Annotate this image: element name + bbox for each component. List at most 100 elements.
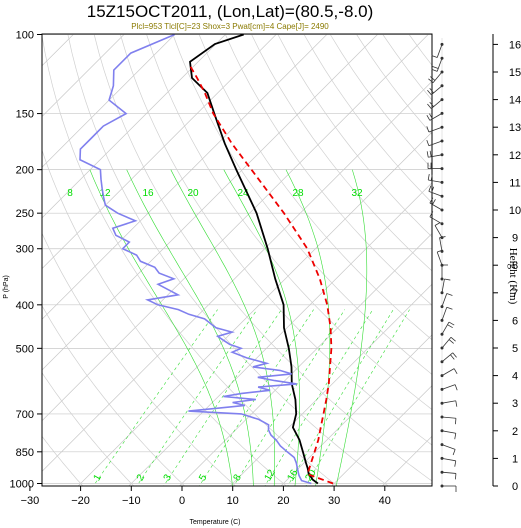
height-tick-label: 8 bbox=[512, 260, 518, 272]
moist-adiabat bbox=[89, 169, 233, 486]
wind-barb-flag bbox=[446, 293, 453, 296]
moist-adiabat-label: 20 bbox=[187, 188, 199, 199]
wind-barb-flag bbox=[432, 66, 439, 69]
wind-barb-flag bbox=[450, 336, 456, 342]
isotherm-line bbox=[42, 34, 125, 117]
dewpoint-profile-line bbox=[79, 34, 312, 485]
wind-barb-flag bbox=[431, 55, 438, 58]
wind-barb-staff bbox=[429, 202, 443, 211]
wind-barb-staff bbox=[428, 154, 443, 158]
mixing-ratio-line bbox=[305, 309, 410, 486]
dry-adiabat bbox=[42, 232, 237, 486]
wind-barb-flag bbox=[431, 186, 435, 193]
wind-barb-flag bbox=[426, 126, 430, 133]
wind-barb-flag bbox=[431, 68, 438, 72]
x-tick-label: 30 bbox=[328, 495, 340, 507]
wind-barb-staff bbox=[429, 216, 443, 225]
moist-adiabat bbox=[126, 169, 254, 486]
moist-adiabat-label: 28 bbox=[292, 188, 304, 199]
wind-barb-staff bbox=[441, 278, 445, 293]
wind-barb-flag bbox=[454, 384, 458, 391]
mixing-ratio-line bbox=[93, 309, 218, 486]
temperature-profile-line bbox=[189, 34, 319, 485]
plot-area bbox=[42, 34, 432, 486]
isotherm-line bbox=[331, 385, 432, 486]
wind-barb-staff bbox=[429, 113, 443, 121]
dry-adiabat bbox=[42, 435, 84, 486]
wind-barb-staff bbox=[441, 400, 456, 404]
wind-barb-flag bbox=[429, 150, 432, 157]
wind-barb-flag bbox=[450, 354, 455, 360]
wind-barb-flag bbox=[428, 78, 434, 84]
wind-barb-flag bbox=[448, 339, 454, 344]
wind-barb-flag bbox=[426, 151, 429, 158]
wind-barb-flag bbox=[455, 418, 457, 425]
x-tick-label: 10 bbox=[227, 495, 239, 507]
wind-barb-staff bbox=[431, 85, 443, 96]
height-tick-label: 16 bbox=[509, 39, 521, 51]
wind-barb-flag bbox=[448, 321, 455, 326]
mixing-ratio-line bbox=[264, 309, 374, 486]
height-tick-label: 7 bbox=[512, 288, 518, 300]
wind-barb-flag bbox=[432, 199, 436, 205]
moist-adiabat-label: 8 bbox=[67, 188, 73, 199]
wind-barb-staff bbox=[436, 44, 443, 58]
isotherm-line bbox=[179, 233, 432, 486]
dry-adiabat bbox=[42, 149, 287, 486]
mixing-ratio-line bbox=[287, 309, 394, 486]
chart-subtitle: Plcl=953 Tlcl[C]=23 Shox=3 Pwat[cm]=4 Ca… bbox=[131, 22, 329, 31]
wind-barb-staff bbox=[441, 416, 456, 419]
mixing-ratio-low-label: 3 bbox=[162, 472, 175, 483]
isotherm-line bbox=[280, 334, 432, 486]
dry-adiabat bbox=[198, 34, 432, 341]
y-tick-label: 400 bbox=[16, 300, 34, 312]
height-tick-label: 2 bbox=[512, 426, 518, 438]
wind-barb-flag bbox=[429, 197, 434, 204]
height-tick-label: 10 bbox=[509, 205, 521, 217]
wind-barb-flag bbox=[426, 140, 430, 146]
wind-barb-staff bbox=[439, 237, 443, 252]
x-tick-label: −10 bbox=[122, 495, 141, 507]
wind-barb-staff bbox=[441, 444, 456, 450]
mixing-ratio-low-label: 1 bbox=[92, 472, 105, 483]
y-tick-label: 1000 bbox=[10, 479, 34, 491]
dry-adiabat bbox=[42, 34, 338, 486]
moist-adiabat-label: 16 bbox=[142, 188, 154, 199]
wind-barb-staff bbox=[428, 179, 443, 183]
wind-barb-staff bbox=[434, 225, 443, 238]
isotherm-line bbox=[42, 80, 432, 472]
y-tick-label: 500 bbox=[16, 343, 34, 355]
x-tick-label: 0 bbox=[179, 495, 185, 507]
isotherm-line bbox=[42, 34, 379, 371]
wind-barb-staff bbox=[441, 458, 456, 462]
wind-barb-flag bbox=[429, 101, 434, 107]
mixing-ratio-line bbox=[233, 309, 346, 486]
height-tick-label: 3 bbox=[512, 398, 518, 410]
moist-adiabat bbox=[335, 169, 368, 486]
dry-adiabat bbox=[0, 35, 38, 494]
height-tick-label: 9 bbox=[512, 233, 518, 245]
wind-barb-flag bbox=[454, 433, 457, 440]
wind-barb-staff bbox=[441, 384, 456, 390]
wind-barb-flag bbox=[427, 103, 432, 109]
isotherm-line bbox=[229, 283, 432, 486]
y-tick-label: 850 bbox=[16, 447, 34, 459]
wind-barb-flag bbox=[427, 173, 430, 181]
height-tick-label: 0 bbox=[512, 481, 518, 493]
mixing-ratio-low-label: 16 bbox=[285, 468, 300, 484]
isotherm-line bbox=[42, 34, 176, 168]
wind-barb-flag bbox=[452, 449, 456, 456]
axes-layer: −30 −20 −10 0 10 20 30 40 100 150 200 250 300 400 500 7… bbox=[10, 30, 391, 508]
mixing-ratio-low-label: 12 bbox=[263, 468, 278, 484]
y-axis-label: P (hPa) bbox=[3, 275, 10, 299]
wind-barb-flag bbox=[429, 211, 434, 218]
mixing-ratio-low-label: 2 bbox=[135, 472, 148, 483]
grid-layer bbox=[0, 34, 432, 494]
wind-barb-flag bbox=[430, 76, 436, 81]
mixing-ratio-low-label: 8 bbox=[232, 472, 245, 483]
wind-barb-staff bbox=[441, 293, 448, 307]
wind-barb-flag bbox=[428, 185, 432, 192]
mixing-ratio-line bbox=[136, 309, 258, 486]
